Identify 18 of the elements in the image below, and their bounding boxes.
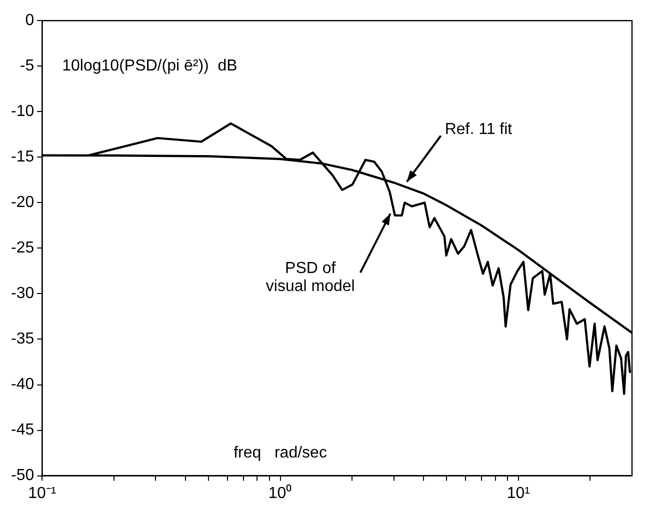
annotation: PSD of visual model [266,260,355,296]
x-tick-label: 10⁻¹ [28,484,56,502]
y-tick-label: -50 [11,467,34,484]
x-tick-label: 10⁰ [268,484,292,502]
y-tick-label: -15 [11,148,34,166]
annotation: Ref. 11 fit [444,121,513,138]
y-tick-label: 0 [25,12,34,30]
y-tick-label: -45 [11,422,34,439]
y-tick-label: -25 [11,240,34,257]
y-tick-label: -40 [11,376,34,394]
y-axis-title: 10log10(PSD/(pi ē²)) dB [62,58,238,75]
y-tick-label: -20 [11,194,34,212]
x-tick-label: 10¹ [506,484,530,502]
y-tick-label: -10 [11,103,34,120]
y-tick-label: -5 [20,58,34,75]
x-axis-title: freq rad/sec [234,444,327,462]
y-tick-label: -35 [11,330,34,348]
y-tick-label: -30 [11,285,34,302]
